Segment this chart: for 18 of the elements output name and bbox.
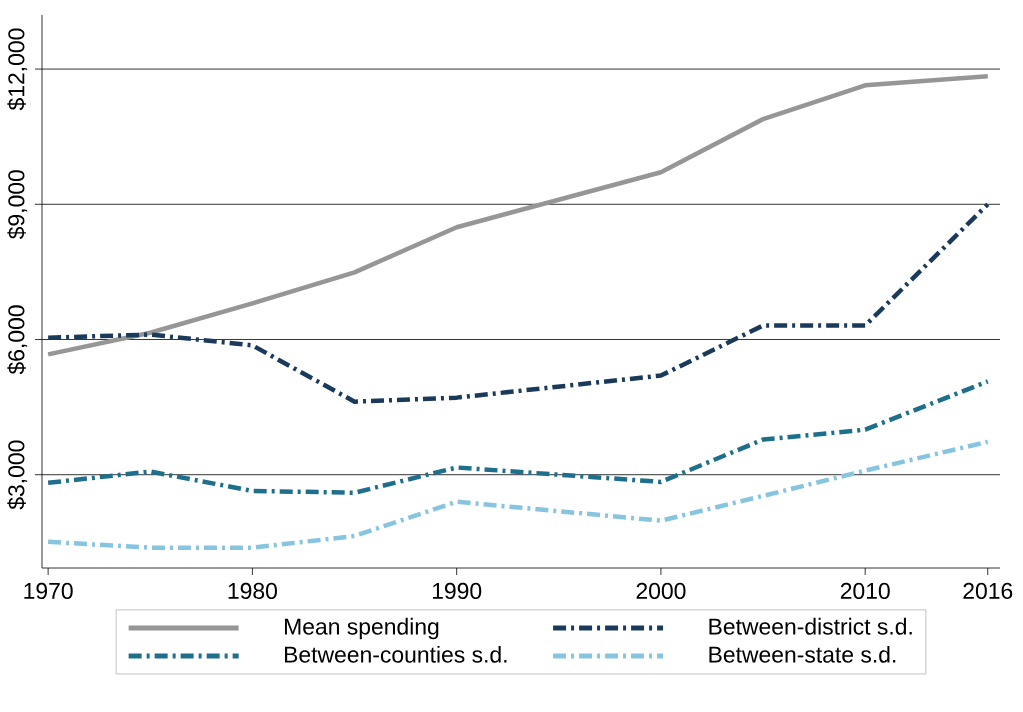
legend-label: Between-district s.d. xyxy=(709,617,912,635)
x-tick-label: 1970 xyxy=(24,582,73,600)
line-series xyxy=(45,439,991,550)
line-series xyxy=(45,74,991,357)
x-tick-label: 2016 xyxy=(963,582,1013,600)
line-series xyxy=(45,379,991,495)
legend-label: Between-state s.d. xyxy=(709,645,896,663)
y-tick-label: $3,000 xyxy=(7,440,28,510)
legend-label: Between-counties s.d. xyxy=(285,645,507,663)
y-tick-label: $6,000 xyxy=(7,305,28,375)
y-tick-label: $12,000 xyxy=(7,28,28,111)
line-series xyxy=(45,202,991,404)
x-tick-label: 1990 xyxy=(432,582,482,600)
x-tick-label: 1980 xyxy=(228,582,277,600)
y-tick-label: $9,000 xyxy=(7,170,28,240)
x-tick-label: 2000 xyxy=(636,582,686,600)
legend-label: Mean spending xyxy=(285,617,439,640)
x-tick-label: 2010 xyxy=(840,582,890,600)
